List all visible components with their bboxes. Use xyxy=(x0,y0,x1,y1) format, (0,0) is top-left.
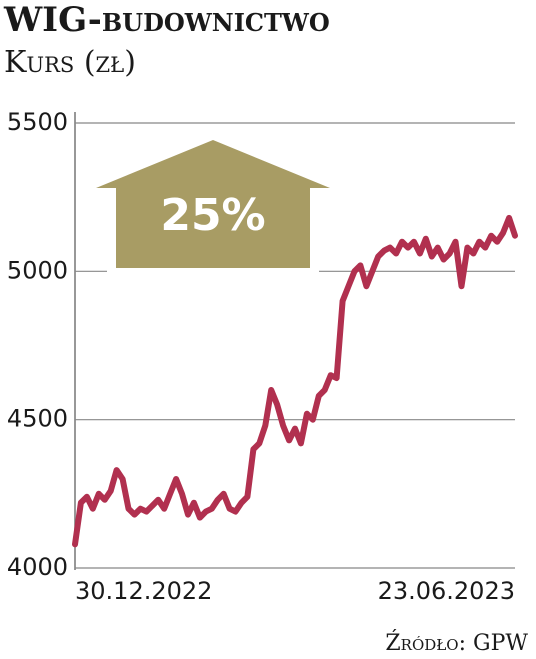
annotation: 25% xyxy=(160,190,265,241)
x-tick-label: 30.12.2022 xyxy=(75,577,212,605)
y-tick-label: 5000 xyxy=(7,256,68,284)
y-tick-label: 5500 xyxy=(7,108,68,136)
chart-subtitle: Kurs (zł) xyxy=(4,45,136,80)
badge-shape xyxy=(96,140,330,268)
annotation-badge: 25% xyxy=(87,133,339,277)
chart-title: WIG-budownictwo xyxy=(3,0,330,40)
y-tick-label: 4500 xyxy=(7,405,68,433)
series-line xyxy=(72,214,518,548)
y-tick-label: 4000 xyxy=(7,553,68,581)
source: Źródło: GPW xyxy=(385,629,528,656)
x-tick-label: 23.06.2023 xyxy=(378,577,515,605)
